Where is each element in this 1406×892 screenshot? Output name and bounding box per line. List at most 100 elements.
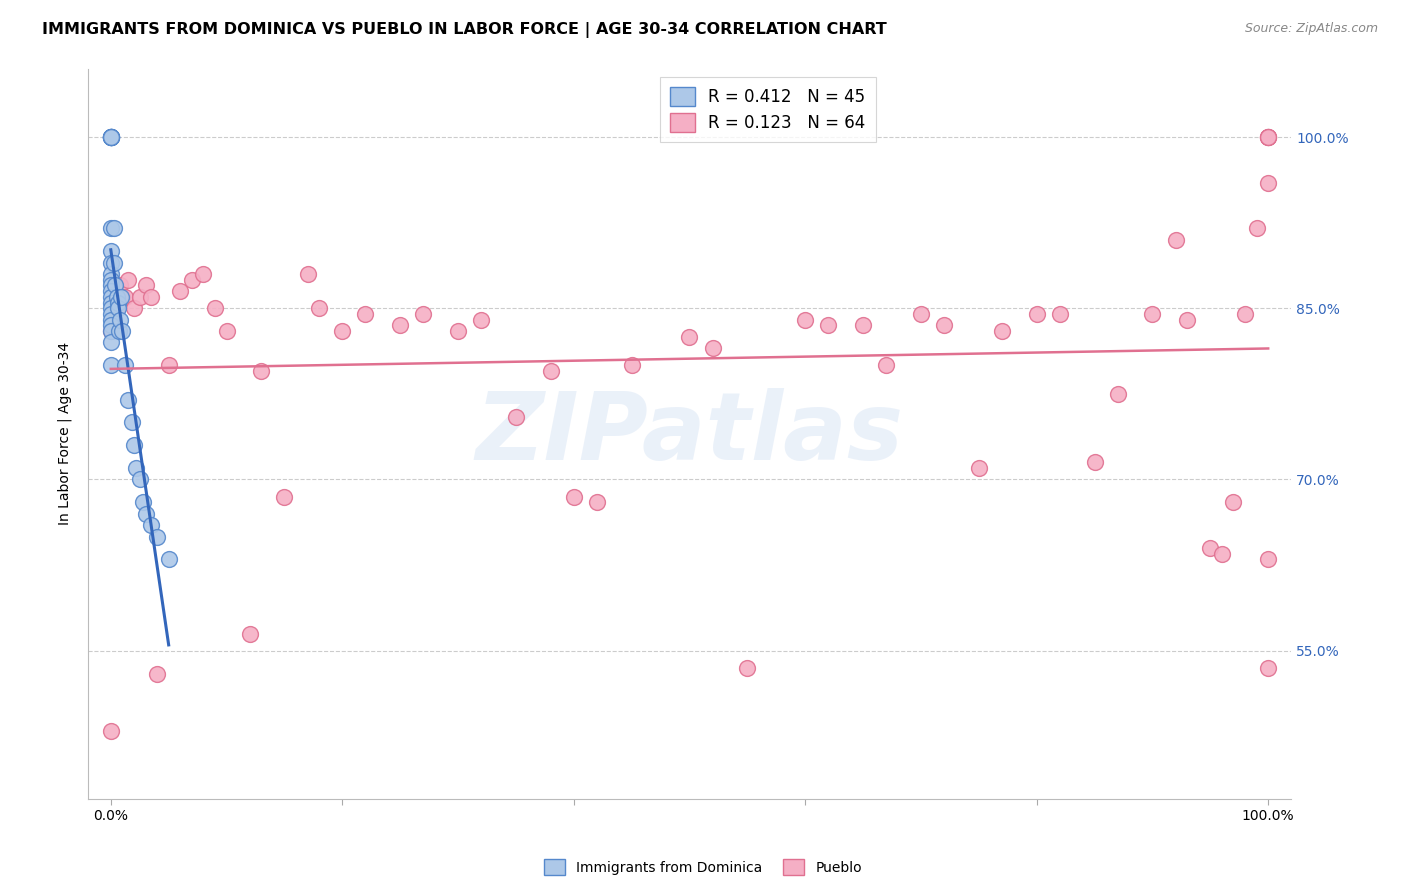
Point	[146, 529, 169, 543]
Point	[1234, 307, 1257, 321]
Point	[100, 130, 122, 145]
Point	[586, 495, 609, 509]
Point	[215, 324, 238, 338]
Point	[100, 130, 122, 145]
Point	[114, 290, 136, 304]
Point	[105, 301, 128, 316]
Point	[1142, 307, 1164, 321]
Point	[1257, 552, 1279, 566]
Point	[412, 307, 434, 321]
Point	[110, 290, 132, 304]
Point	[1164, 233, 1187, 247]
Point	[111, 324, 134, 338]
Point	[620, 359, 643, 373]
Point	[250, 364, 273, 378]
Point	[794, 312, 817, 326]
Point	[100, 324, 122, 338]
Point	[100, 284, 122, 298]
Point	[100, 130, 122, 145]
Point	[1049, 307, 1071, 321]
Point	[447, 324, 470, 338]
Point	[505, 409, 527, 424]
Point	[100, 301, 122, 316]
Point	[103, 221, 125, 235]
Point	[114, 359, 136, 373]
Point	[1175, 312, 1198, 326]
Point	[100, 255, 122, 269]
Point	[1199, 541, 1222, 555]
Point	[122, 301, 145, 316]
Point	[100, 130, 122, 145]
Point	[100, 723, 122, 738]
Point	[204, 301, 226, 316]
Point	[817, 318, 839, 333]
Point	[354, 307, 377, 321]
Point	[100, 324, 122, 338]
Point	[104, 278, 127, 293]
Point	[100, 335, 122, 350]
Point	[128, 290, 150, 304]
Point	[108, 312, 131, 326]
Point	[308, 301, 330, 316]
Point	[470, 312, 492, 326]
Point	[100, 130, 122, 145]
Text: ZIPatlas: ZIPatlas	[475, 388, 904, 480]
Point	[330, 324, 353, 338]
Point	[1211, 547, 1233, 561]
Point	[111, 290, 134, 304]
Point	[1257, 130, 1279, 145]
Point	[737, 661, 759, 675]
Point	[135, 278, 157, 293]
Text: IMMIGRANTS FROM DOMINICA VS PUEBLO IN LABOR FORCE | AGE 30-34 CORRELATION CHART: IMMIGRANTS FROM DOMINICA VS PUEBLO IN LA…	[42, 22, 887, 38]
Point	[273, 490, 295, 504]
Point	[932, 318, 955, 333]
Point	[910, 307, 932, 321]
Point	[135, 507, 157, 521]
Point	[1257, 661, 1279, 675]
Point	[103, 255, 125, 269]
Point	[1246, 221, 1268, 235]
Point	[239, 626, 262, 640]
Point	[128, 473, 150, 487]
Point	[100, 221, 122, 235]
Point	[967, 461, 990, 475]
Point	[100, 318, 122, 333]
Point	[1257, 130, 1279, 145]
Point	[1084, 455, 1107, 469]
Point	[193, 267, 215, 281]
Point	[180, 273, 202, 287]
Point	[108, 278, 131, 293]
Point	[991, 324, 1014, 338]
Point	[100, 295, 122, 310]
Point	[105, 290, 128, 304]
Point	[117, 392, 139, 407]
Point	[1257, 130, 1279, 145]
Point	[100, 267, 122, 281]
Point	[157, 359, 180, 373]
Y-axis label: In Labor Force | Age 30-34: In Labor Force | Age 30-34	[58, 343, 72, 525]
Point	[100, 359, 122, 373]
Point	[100, 312, 122, 326]
Point	[702, 341, 724, 355]
Legend: R = 0.412   N = 45, R = 0.123   N = 64: R = 0.412 N = 45, R = 0.123 N = 64	[659, 77, 876, 142]
Point	[141, 290, 163, 304]
Point	[141, 518, 163, 533]
Point	[100, 290, 122, 304]
Point	[1257, 130, 1279, 145]
Point	[678, 330, 700, 344]
Point	[107, 295, 129, 310]
Point	[100, 273, 122, 287]
Point	[121, 416, 143, 430]
Point	[540, 364, 562, 378]
Point	[100, 244, 122, 259]
Point	[562, 490, 585, 504]
Point	[100, 130, 122, 145]
Point	[100, 130, 122, 145]
Point	[100, 130, 122, 145]
Point	[117, 273, 139, 287]
Point	[1025, 307, 1047, 321]
Point	[125, 461, 148, 475]
Point	[389, 318, 412, 333]
Point	[852, 318, 875, 333]
Point	[157, 552, 180, 566]
